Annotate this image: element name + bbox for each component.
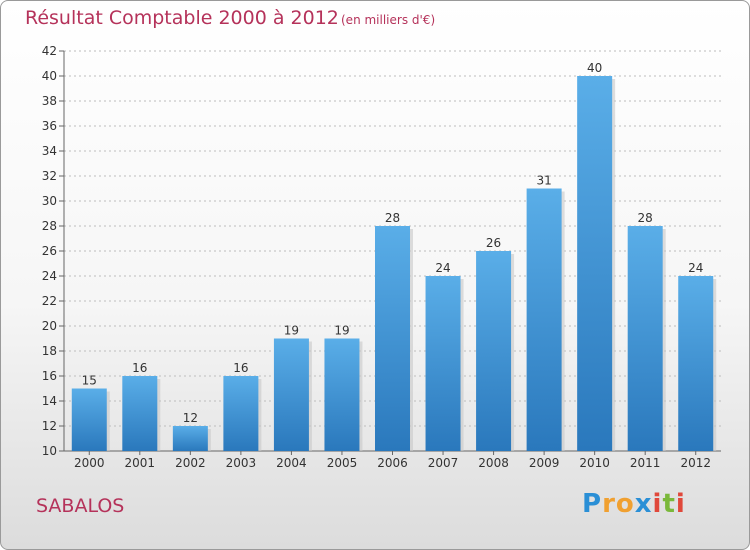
y-tick-label: 40	[42, 69, 57, 83]
logo-letter: P	[582, 489, 603, 519]
bar-value-label: 40	[587, 61, 602, 75]
logo-letter: i	[652, 489, 663, 519]
bar-value-label: 19	[334, 324, 349, 338]
bar	[324, 338, 360, 451]
x-tick-label: 2005	[327, 456, 358, 470]
bar-value-label: 26	[486, 236, 501, 250]
x-tick-label: 2004	[276, 456, 307, 470]
logo-letter: t	[662, 489, 676, 519]
x-tick-label: 2008	[478, 456, 509, 470]
x-tick-label: 2001	[125, 456, 156, 470]
bar	[678, 276, 714, 451]
bar	[375, 226, 410, 451]
x-tick-label: 2000	[74, 456, 105, 470]
x-tick-label: 2012	[680, 456, 711, 470]
x-tick-label: 2002	[175, 456, 206, 470]
logo-letter: x	[634, 489, 653, 519]
bar-value-label: 24	[435, 261, 450, 275]
logo-letter: o	[615, 489, 635, 519]
y-tick-label: 22	[42, 294, 57, 308]
y-tick-label: 34	[42, 144, 57, 158]
y-tick-label: 42	[42, 44, 57, 58]
x-tick-label: 2011	[630, 456, 661, 470]
bar	[273, 338, 309, 451]
bar	[172, 426, 208, 451]
bar-value-label: 16	[132, 361, 147, 375]
bar	[71, 388, 107, 451]
bar	[577, 76, 613, 451]
bar	[425, 276, 461, 451]
y-tick-label: 20	[42, 319, 57, 333]
bar-value-label: 28	[385, 211, 400, 225]
logo-letter: i	[675, 489, 686, 519]
y-tick-label: 32	[42, 169, 57, 183]
bar	[526, 188, 562, 451]
y-tick-label: 14	[42, 394, 57, 408]
x-tick-label: 2006	[377, 456, 408, 470]
bar	[627, 226, 663, 451]
y-tick-label: 16	[42, 369, 57, 383]
proxiti-logo: Proxiti	[582, 489, 686, 519]
bar	[476, 251, 512, 451]
x-tick-label: 2007	[428, 456, 459, 470]
x-tick-label: 2003	[226, 456, 257, 470]
bar-value-label: 31	[536, 174, 551, 188]
y-tick-label: 18	[42, 344, 57, 358]
bar-value-label: 28	[638, 211, 653, 225]
y-tick-label: 36	[42, 119, 57, 133]
bar-value-label: 24	[688, 261, 703, 275]
logo-letter: r	[602, 489, 616, 519]
bar-value-label: 15	[82, 374, 97, 388]
y-tick-label: 26	[42, 244, 57, 258]
bar-value-label: 16	[233, 361, 248, 375]
x-tick-label: 2010	[579, 456, 610, 470]
y-tick-label: 10	[42, 444, 57, 458]
commune-name: SABALOS	[36, 495, 125, 517]
bar	[223, 376, 259, 451]
x-tick-label: 2009	[529, 456, 560, 470]
y-tick-label: 24	[42, 269, 57, 283]
chart-subtitle: (en milliers d'€)	[341, 13, 436, 27]
y-tick-label: 38	[42, 94, 57, 108]
bar-value-label: 12	[183, 411, 198, 425]
chart-title: Résultat Comptable 2000 à 2012	[25, 7, 339, 29]
bar	[122, 376, 158, 451]
y-tick-label: 12	[42, 419, 57, 433]
y-tick-label: 30	[42, 194, 57, 208]
bar-value-label: 19	[284, 324, 299, 338]
y-tick-label: 28	[42, 219, 57, 233]
